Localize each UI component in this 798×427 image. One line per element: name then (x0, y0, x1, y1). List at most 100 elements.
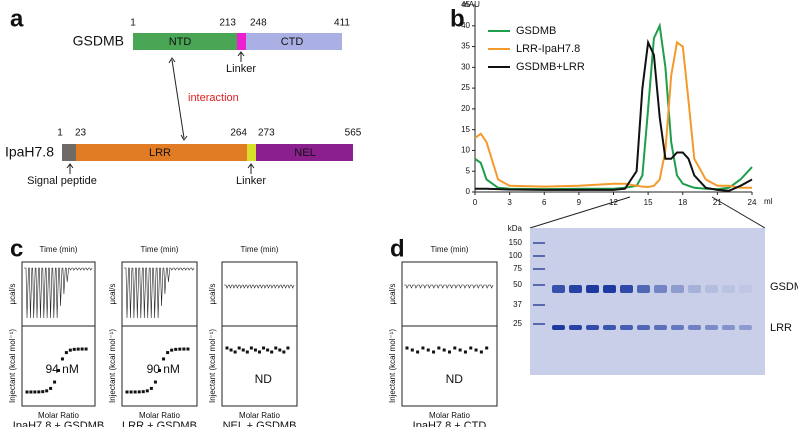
label: Time (min) (241, 245, 279, 254)
itc-bottom-frame (221, 325, 298, 407)
itc-bottom-frame (121, 325, 198, 407)
label: ND (255, 372, 273, 386)
itc-point (225, 346, 229, 350)
itc-point (178, 347, 182, 351)
x-tick-label: 12 (609, 198, 618, 207)
gsdmb-band (688, 285, 701, 293)
lrr-band (586, 325, 599, 330)
label: 273 (258, 128, 275, 139)
label: Molar Ratio (239, 411, 280, 420)
series-line (475, 38, 753, 192)
itc-point (442, 348, 446, 352)
itc-point (80, 347, 84, 351)
itc-point (141, 390, 145, 394)
itc-trace (24, 267, 93, 319)
label: 25 (513, 319, 522, 328)
gsdmb-band (586, 285, 599, 293)
y-tick-label: 45 (461, 0, 470, 9)
itc-point (137, 390, 141, 394)
label: 150 (509, 238, 523, 247)
itc-point (274, 346, 278, 350)
label: Molar Ratio (139, 411, 180, 420)
itc-point (410, 348, 414, 352)
signal-domain (62, 144, 76, 161)
axis-label: Injectant (kcal mol⁻¹) (388, 329, 397, 403)
legend-label: LRR-IpaH7.8 (516, 43, 580, 55)
legend-label: GSDMB (516, 25, 556, 37)
itc-point (72, 347, 76, 351)
lrr-band (552, 325, 565, 330)
label: CTD (281, 36, 304, 48)
label: NTD (169, 36, 192, 48)
label: Time (min) (431, 245, 469, 254)
x-tick-label: 6 (542, 198, 547, 207)
y-tick-label: 20 (461, 104, 470, 113)
label: 264 (230, 128, 247, 139)
itc-point (278, 348, 282, 352)
label: 1 (130, 18, 136, 29)
itc-bottom-frame (401, 325, 498, 407)
label: Linker (226, 63, 256, 75)
arrow-heads (168, 57, 188, 141)
lrr-domain (76, 144, 247, 161)
axis-label: Injectant (kcal mol⁻¹) (108, 329, 117, 403)
itc-point (233, 350, 237, 354)
x-tick-label: 3 (507, 198, 512, 207)
lrr-band (722, 325, 735, 330)
lrr-band (620, 325, 633, 330)
lrr-band (688, 325, 701, 330)
x-tick-label: 9 (577, 198, 582, 207)
itc-point (245, 350, 249, 354)
itc-point (241, 348, 245, 352)
label: IpaH7.8 + GSDMB (13, 420, 104, 427)
itc-point (68, 348, 72, 352)
itc-point (37, 390, 41, 394)
label: Linker (236, 175, 266, 187)
itc-point (437, 346, 441, 350)
gel (530, 228, 765, 375)
itc-point (129, 390, 133, 394)
itc-point (416, 350, 420, 354)
itc-point (41, 390, 45, 394)
label: 1 (57, 128, 63, 139)
label: LRR + GSDMB (122, 420, 197, 427)
axis-label: µcal/s (208, 283, 217, 304)
label: LRR (149, 147, 171, 159)
lrr-band (739, 325, 752, 330)
itc-point (270, 350, 274, 354)
label: mAU (462, 0, 480, 9)
label: kDa (508, 224, 523, 233)
marker-band (533, 323, 545, 325)
y-tick-label: 40 (461, 21, 470, 30)
itc-point (253, 348, 257, 352)
ntd-domain (133, 33, 237, 50)
axis-label: µcal/s (108, 283, 117, 304)
x-tick-label: 21 (713, 198, 722, 207)
itc-point (432, 350, 436, 354)
itc-point (237, 346, 241, 350)
y-tick-label: 0 (466, 187, 471, 196)
label: Molar Ratio (38, 411, 79, 420)
label: 50 (513, 280, 522, 289)
gsdmb-band (620, 285, 633, 293)
label: 75 (513, 264, 522, 273)
connector (711, 196, 766, 229)
itc-point (76, 347, 80, 351)
marker-band (533, 255, 545, 257)
gsdmb-band (671, 285, 684, 293)
lrr-band (569, 325, 582, 330)
lrr-band (671, 325, 684, 330)
label: IpaH7.8 + CTD (413, 420, 487, 427)
itc-point (485, 346, 489, 350)
itc-point (258, 350, 261, 354)
itc-point (153, 380, 157, 384)
itc-point (266, 348, 270, 352)
itc-point (149, 386, 153, 390)
label: LRR (770, 322, 792, 334)
itc-point (262, 346, 266, 350)
y-tick-label: 35 (461, 42, 470, 51)
itc-point (405, 346, 409, 350)
itc-trace (224, 284, 295, 289)
domain-diagram (62, 33, 353, 174)
label: 213 (219, 18, 236, 29)
